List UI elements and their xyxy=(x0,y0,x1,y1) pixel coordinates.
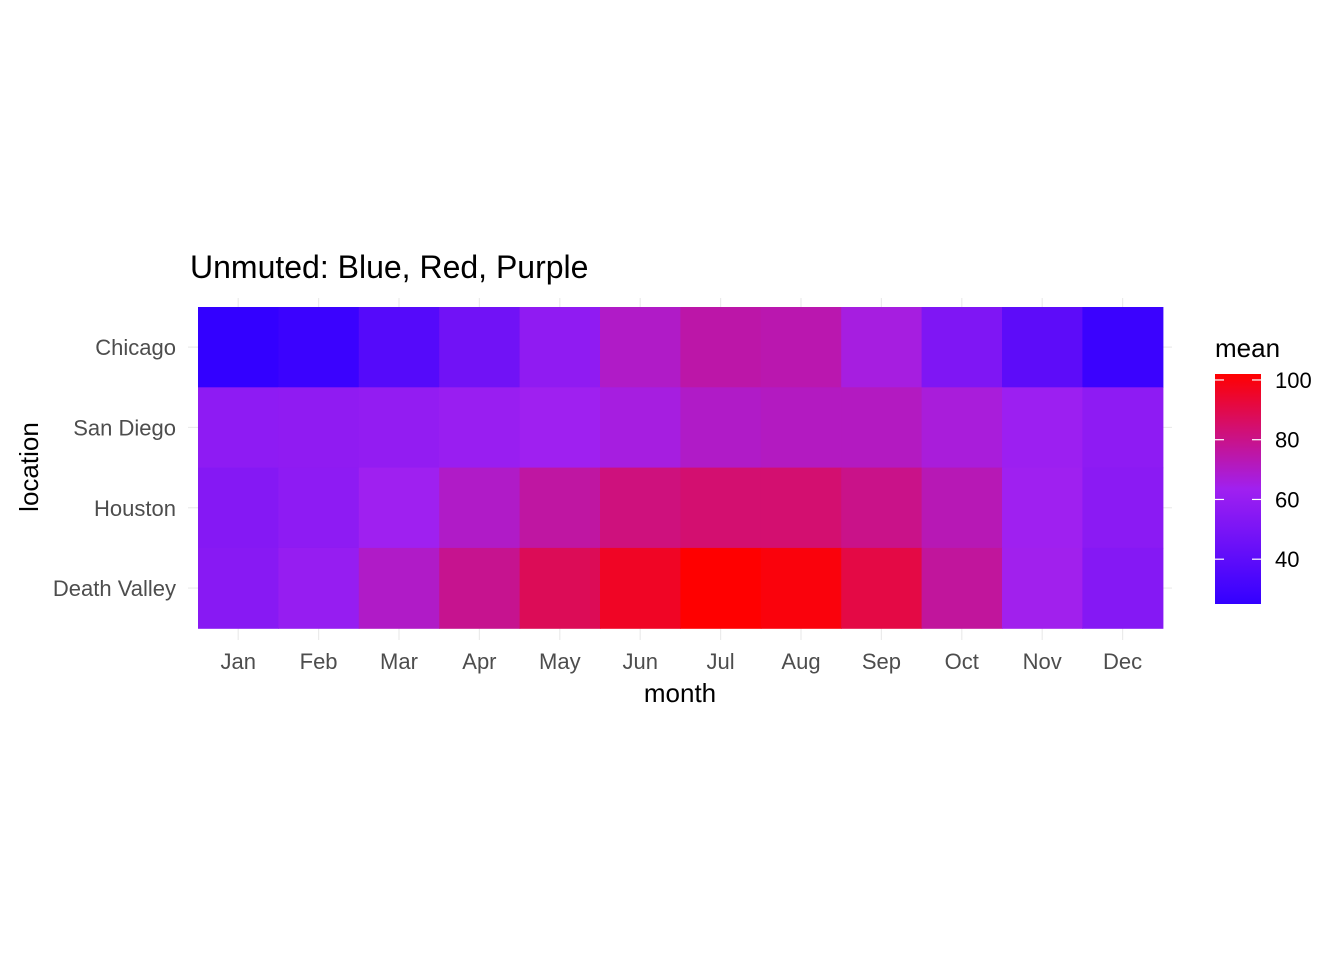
chart-title: Unmuted: Blue, Red, Purple xyxy=(190,249,588,285)
x-axis-ticks: Jan Feb Mar Apr May Jun Jul Aug Sep Oct Nov Dec xyxy=(220,649,1142,674)
x-tick-label: May xyxy=(539,649,581,674)
heatmap-cell-chicago-oct xyxy=(921,307,1003,388)
heatmap-cell-houston-may xyxy=(519,467,601,549)
x-tick-label: Dec xyxy=(1103,649,1142,674)
heatmap-cell-chicago-apr xyxy=(439,307,521,388)
heatmap-cell-death-valley-sep xyxy=(841,547,923,629)
legend-title: mean xyxy=(1215,333,1280,363)
heatmap-cell-san-diego-aug xyxy=(760,387,842,469)
x-tick-label: Jan xyxy=(220,649,255,674)
heatmap-cell-houston-apr xyxy=(439,467,521,549)
heatmap-cell-chicago-jan xyxy=(198,307,279,388)
heatmap-cell-houston-sep xyxy=(841,467,923,549)
heatmap-cell-houston-jul xyxy=(680,467,762,549)
heatmap-cell-houston-dec xyxy=(1082,467,1164,549)
y-axis-ticks: Chicago San Diego Houston Death Valley xyxy=(53,335,176,601)
legend-tick-label: 60 xyxy=(1275,487,1299,512)
heatmap-cell-chicago-jun xyxy=(600,307,681,388)
heatmap-cell-death-valley-jun xyxy=(600,547,681,629)
heatmap-cell-death-valley-may xyxy=(519,547,601,629)
x-tick-label: Aug xyxy=(781,649,820,674)
heatmap-cell-san-diego-sep xyxy=(841,387,923,469)
heatmap-cell-san-diego-jul xyxy=(680,387,762,469)
heatmap-cell-death-valley-feb xyxy=(278,547,360,629)
heatmap-cell-chicago-jul xyxy=(680,307,762,388)
heatmap-cell-san-diego-mar xyxy=(358,387,440,469)
heatmap-cells xyxy=(198,307,1164,629)
heatmap-cell-death-valley-nov xyxy=(1002,547,1083,629)
heatmap-cell-san-diego-feb xyxy=(278,387,360,469)
heatmap-cell-houston-nov xyxy=(1002,467,1083,549)
legend-tick-label: 40 xyxy=(1275,547,1299,572)
x-tick-label: Jun xyxy=(622,649,657,674)
y-tick-label: Chicago xyxy=(95,335,176,360)
y-tick-label: San Diego xyxy=(73,415,176,440)
x-tick-label: Mar xyxy=(380,649,418,674)
x-tick-label: Sep xyxy=(862,649,901,674)
heatmap-cell-death-valley-apr xyxy=(439,547,521,629)
heatmap-cell-death-valley-dec xyxy=(1082,547,1164,629)
heatmap-cell-houston-oct xyxy=(921,467,1003,549)
legend-ticks: 40 60 80 100 xyxy=(1215,368,1312,572)
heatmap-cell-chicago-mar xyxy=(358,307,440,388)
heatmap-cell-houston-jan xyxy=(198,467,279,549)
y-axis-title: location xyxy=(14,422,44,512)
heatmap-cell-death-valley-mar xyxy=(358,547,440,629)
heatmap-cell-san-diego-jun xyxy=(600,387,681,469)
x-tick-label: Oct xyxy=(945,649,979,674)
heatmap-cell-san-diego-dec xyxy=(1082,387,1164,469)
x-axis-title: month xyxy=(644,678,716,708)
heatmap-cell-houston-aug xyxy=(760,467,842,549)
heatmap-cell-chicago-sep xyxy=(841,307,923,388)
heatmap-cell-san-diego-may xyxy=(519,387,601,469)
heatmap-cell-death-valley-jul xyxy=(680,547,762,629)
heatmap-cell-houston-jun xyxy=(600,467,681,549)
heatmap-cell-san-diego-nov xyxy=(1002,387,1083,469)
legend-tick-label: 80 xyxy=(1275,428,1299,453)
heatmap-cell-chicago-may xyxy=(519,307,601,388)
legend-colorbar xyxy=(1215,374,1261,604)
x-tick-label: Jul xyxy=(707,649,735,674)
heatmap-cell-death-valley-oct xyxy=(921,547,1003,629)
heatmap-cell-death-valley-jan xyxy=(198,547,279,629)
heatmap-cell-san-diego-jan xyxy=(198,387,279,469)
y-tick-label: Death Valley xyxy=(53,576,176,601)
x-tick-label: Feb xyxy=(300,649,338,674)
legend-tick-label: 100 xyxy=(1275,368,1312,393)
heatmap-cell-chicago-feb xyxy=(278,307,360,388)
y-tick-label: Houston xyxy=(94,496,176,521)
x-tick-label: Nov xyxy=(1023,649,1062,674)
x-tick-label: Apr xyxy=(462,649,496,674)
heatmap-cell-death-valley-aug xyxy=(760,547,842,629)
heatmap-cell-chicago-dec xyxy=(1082,307,1164,388)
heatmap-cell-san-diego-oct xyxy=(921,387,1003,469)
heatmap-cell-san-diego-apr xyxy=(439,387,521,469)
heatmap-cell-chicago-nov xyxy=(1002,307,1083,388)
heatmap-cell-houston-mar xyxy=(358,467,440,549)
heatmap-cell-houston-feb xyxy=(278,467,360,549)
heatmap-cell-chicago-aug xyxy=(760,307,842,388)
